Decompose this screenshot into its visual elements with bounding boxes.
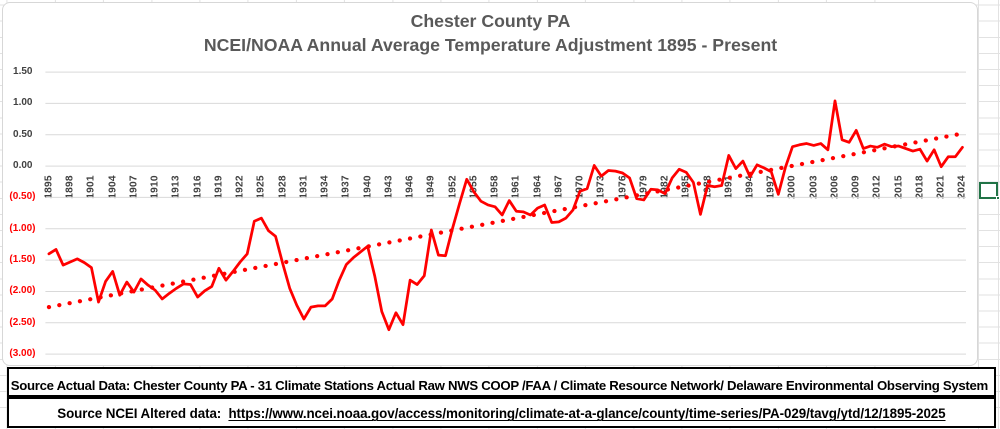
- source-actual-data-text: Source Actual Data: Chester County PA - …: [10, 378, 988, 394]
- chart-title-line2: NCEI/NOAA Annual Average Temperature Adj…: [203, 35, 778, 56]
- y-tick-label: 0.50: [13, 128, 33, 140]
- fill-handle[interactable]: [995, 196, 1000, 201]
- y-tick-label: 1.00: [13, 97, 33, 109]
- source-ncei-altered-box[interactable]: Source NCEI Altered data: https://www.nc…: [6, 396, 997, 428]
- sheet-column-line: [998, 0, 1000, 429]
- sheet-column-line: [977, 0, 979, 429]
- chart-title-line1: Chester County PA: [410, 10, 571, 31]
- selected-cell[interactable]: [978, 181, 1000, 201]
- chart-title: Chester County PA NCEI/NOAA Annual Avera…: [3, 9, 979, 58]
- source-ncei-url-text: https://www.ncei.noaa.gov/access/monitor…: [228, 406, 946, 422]
- source-actual-data-box[interactable]: Source Actual Data: Chester County PA - …: [6, 366, 997, 398]
- y-tick-label: (1.00): [9, 222, 36, 234]
- y-tick-label: (3.00): [9, 348, 36, 360]
- y-tick-label: (0.50): [9, 191, 36, 203]
- y-tick-label: 0.00: [13, 160, 33, 172]
- y-tick-label: (2.00): [9, 285, 36, 297]
- y-tick-label: (1.50): [9, 254, 36, 266]
- source-ncei-label: Source NCEI Altered data:: [57, 406, 229, 422]
- y-tick-label: (2.50): [9, 316, 36, 328]
- y-tick-label: 1.50: [13, 66, 33, 78]
- source-ncei-line: Source NCEI Altered data: https://www.nc…: [57, 406, 945, 421]
